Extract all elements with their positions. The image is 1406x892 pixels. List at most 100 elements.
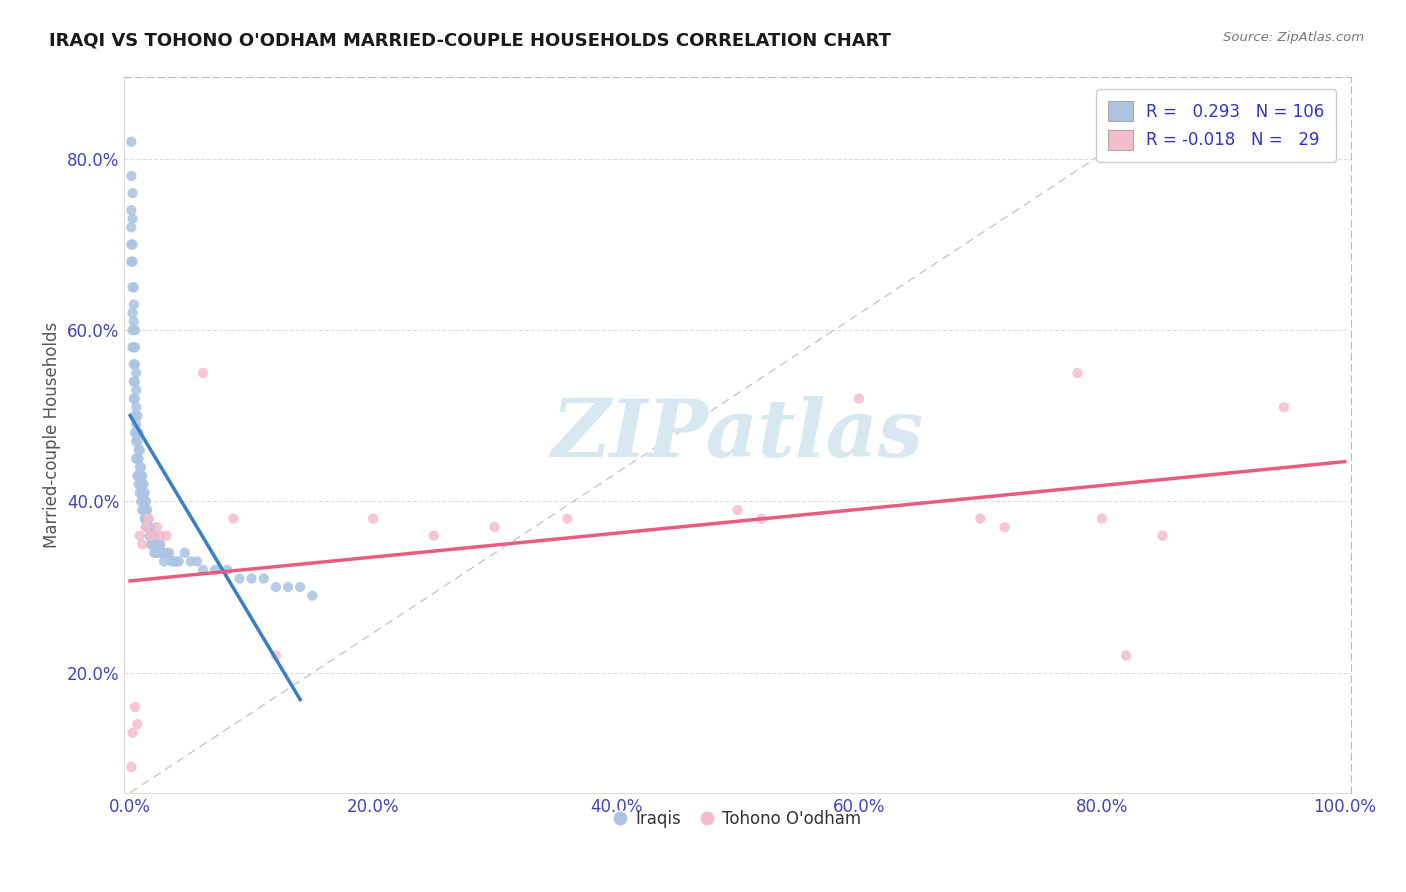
Point bbox=[120, 760, 142, 774]
Point bbox=[301, 589, 323, 603]
Point bbox=[122, 375, 145, 389]
Point bbox=[121, 725, 143, 739]
Point bbox=[120, 220, 142, 235]
Y-axis label: Married-couple Households: Married-couple Households bbox=[44, 322, 60, 549]
Point bbox=[160, 554, 183, 568]
Point bbox=[122, 358, 145, 372]
Point bbox=[131, 537, 153, 551]
Point bbox=[121, 306, 143, 320]
Point bbox=[163, 554, 186, 568]
Point bbox=[1066, 366, 1088, 380]
Point bbox=[180, 554, 202, 568]
Point bbox=[129, 460, 152, 475]
Point bbox=[994, 520, 1017, 534]
Point bbox=[155, 529, 177, 543]
Point bbox=[120, 237, 142, 252]
Point bbox=[125, 366, 148, 380]
Point bbox=[361, 511, 384, 525]
Point bbox=[124, 375, 146, 389]
Point bbox=[121, 186, 143, 200]
Point bbox=[136, 520, 159, 534]
Point bbox=[128, 451, 150, 466]
Point bbox=[423, 529, 446, 543]
Point bbox=[132, 486, 155, 500]
Point bbox=[141, 529, 163, 543]
Point bbox=[155, 546, 177, 560]
Point bbox=[141, 537, 163, 551]
Point bbox=[134, 486, 156, 500]
Point bbox=[136, 511, 159, 525]
Point bbox=[121, 237, 143, 252]
Point bbox=[127, 451, 149, 466]
Point bbox=[264, 580, 287, 594]
Point bbox=[128, 486, 150, 500]
Point bbox=[143, 529, 166, 543]
Point bbox=[725, 503, 748, 517]
Point bbox=[146, 546, 169, 560]
Point bbox=[222, 511, 245, 525]
Point bbox=[128, 468, 150, 483]
Text: Source: ZipAtlas.com: Source: ZipAtlas.com bbox=[1223, 31, 1364, 45]
Point bbox=[121, 211, 143, 226]
Point bbox=[204, 563, 226, 577]
Point bbox=[136, 511, 159, 525]
Point bbox=[146, 520, 169, 534]
Point bbox=[150, 546, 173, 560]
Point bbox=[121, 280, 143, 294]
Point bbox=[131, 468, 153, 483]
Point bbox=[149, 537, 172, 551]
Point bbox=[122, 280, 145, 294]
Point bbox=[122, 297, 145, 311]
Point bbox=[122, 314, 145, 328]
Point bbox=[143, 546, 166, 560]
Point bbox=[191, 366, 214, 380]
Point bbox=[134, 511, 156, 525]
Point bbox=[191, 563, 214, 577]
Point bbox=[124, 323, 146, 337]
Point bbox=[128, 443, 150, 458]
Point bbox=[264, 648, 287, 663]
Point bbox=[124, 700, 146, 714]
Point bbox=[135, 520, 157, 534]
Point bbox=[277, 580, 299, 594]
Point bbox=[557, 511, 579, 525]
Point bbox=[124, 409, 146, 423]
Point bbox=[153, 554, 176, 568]
Point bbox=[135, 520, 157, 534]
Point bbox=[146, 546, 169, 560]
Point bbox=[167, 554, 190, 568]
Point bbox=[1272, 401, 1295, 415]
Point bbox=[138, 529, 160, 543]
Point bbox=[217, 563, 239, 577]
Point bbox=[142, 537, 165, 551]
Point bbox=[122, 392, 145, 406]
Point bbox=[131, 503, 153, 517]
Point bbox=[124, 358, 146, 372]
Point bbox=[186, 554, 208, 568]
Point bbox=[484, 520, 506, 534]
Point bbox=[125, 383, 148, 397]
Point bbox=[132, 503, 155, 517]
Point bbox=[124, 392, 146, 406]
Text: IRAQI VS TOHONO O'ODHAM MARRIED-COUPLE HOUSEHOLDS CORRELATION CHART: IRAQI VS TOHONO O'ODHAM MARRIED-COUPLE H… bbox=[49, 31, 891, 49]
Point bbox=[139, 537, 162, 551]
Point bbox=[240, 572, 263, 586]
Point bbox=[136, 511, 159, 525]
Point bbox=[129, 468, 152, 483]
Point bbox=[136, 503, 159, 517]
Point bbox=[228, 572, 250, 586]
Point bbox=[253, 572, 276, 586]
Point bbox=[969, 511, 991, 525]
Point bbox=[121, 323, 143, 337]
Point bbox=[120, 203, 142, 218]
Point bbox=[173, 546, 195, 560]
Point bbox=[138, 520, 160, 534]
Point bbox=[139, 520, 162, 534]
Point bbox=[120, 254, 142, 268]
Point bbox=[127, 425, 149, 440]
Point bbox=[145, 537, 167, 551]
Point bbox=[135, 503, 157, 517]
Point bbox=[128, 443, 150, 458]
Point bbox=[120, 169, 142, 183]
Point bbox=[131, 477, 153, 491]
